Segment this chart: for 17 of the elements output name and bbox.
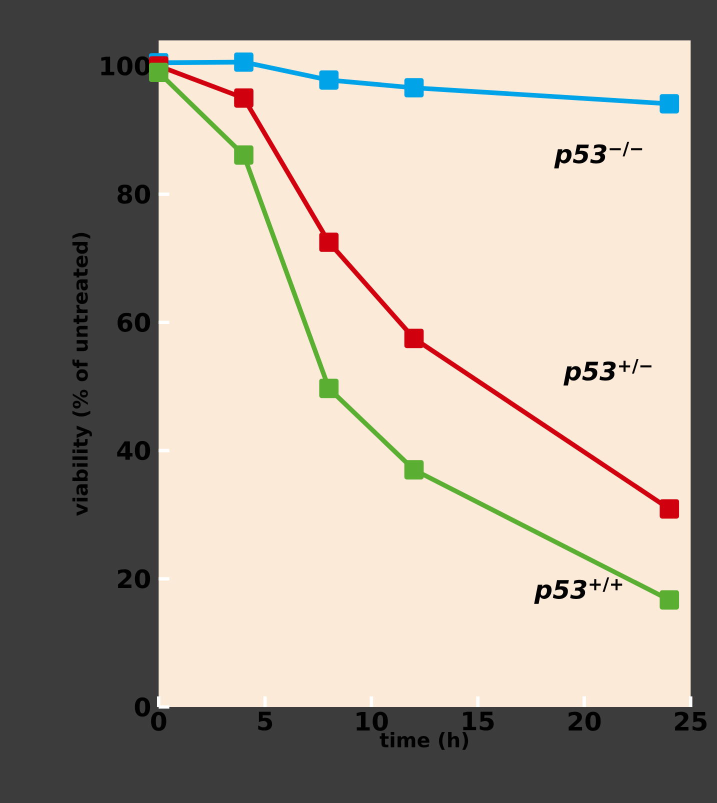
- y-axis-title: viability (% of untreated): [72, 232, 92, 516]
- y-tick-label: 40: [117, 441, 150, 460]
- y-tick-label: 80: [118, 184, 150, 204]
- x-tick-label: 25: [675, 712, 707, 731]
- x-axis-title: time (h): [380, 732, 468, 750]
- y-tick-label: 60: [118, 312, 150, 332]
- y-tick-label: 20: [118, 569, 150, 588]
- y-tick-label: 0: [134, 697, 150, 717]
- series-label: p53$^{−/−}$: [554, 142, 642, 168]
- y-tick-label: 100: [101, 56, 150, 76]
- x-tick-label: 0: [151, 712, 166, 731]
- series-label: p53$^{+/+}$: [534, 577, 622, 604]
- series-label: p53$^{+/−}$: [564, 358, 652, 386]
- x-tick-label: 20: [568, 712, 601, 731]
- x-tick-label: 5: [258, 712, 272, 731]
- x-tick-label: 15: [463, 712, 494, 731]
- x-tick-label: 10: [356, 712, 388, 731]
